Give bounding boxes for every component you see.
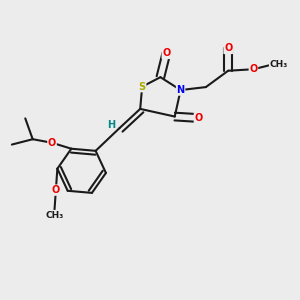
Text: O: O xyxy=(194,113,202,123)
Text: H: H xyxy=(107,120,115,130)
Text: S: S xyxy=(139,82,146,92)
Text: O: O xyxy=(162,48,170,59)
Text: O: O xyxy=(48,138,56,148)
Text: O: O xyxy=(249,64,258,74)
Text: O: O xyxy=(224,44,232,53)
Text: CH₃: CH₃ xyxy=(270,60,288,69)
Text: CH₃: CH₃ xyxy=(45,211,64,220)
Text: O: O xyxy=(52,185,60,195)
Text: N: N xyxy=(176,85,185,95)
